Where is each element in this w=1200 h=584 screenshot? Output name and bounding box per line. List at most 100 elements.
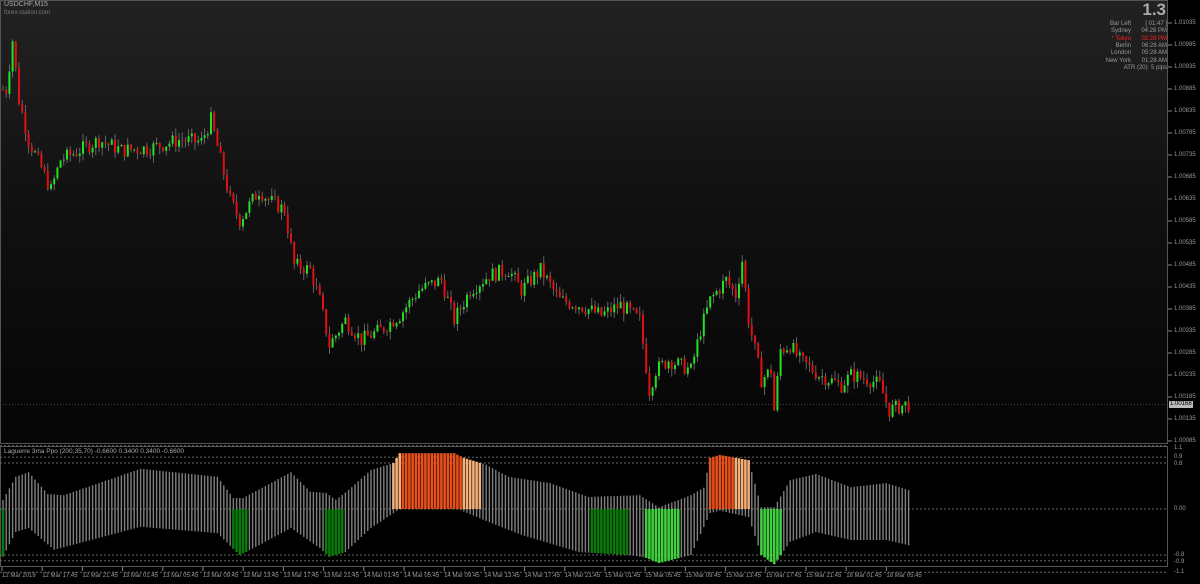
candle bbox=[222, 152, 225, 175]
candle bbox=[114, 139, 116, 153]
candle bbox=[91, 147, 94, 153]
candle bbox=[574, 307, 577, 310]
candle bbox=[808, 362, 811, 365]
candle bbox=[24, 112, 27, 134]
clock-label: London bbox=[1110, 50, 1131, 57]
candle bbox=[722, 280, 724, 294]
candle bbox=[318, 286, 321, 295]
candle bbox=[66, 149, 68, 160]
candle bbox=[552, 281, 555, 290]
candle bbox=[744, 261, 747, 289]
candle bbox=[213, 112, 216, 131]
candle bbox=[382, 327, 385, 332]
candle bbox=[837, 380, 840, 382]
candle bbox=[773, 373, 776, 411]
candle bbox=[94, 138, 97, 148]
candle bbox=[642, 314, 644, 344]
candle bbox=[859, 371, 862, 379]
candle bbox=[242, 218, 244, 227]
candle bbox=[728, 277, 731, 285]
candle bbox=[802, 352, 804, 357]
candle bbox=[357, 333, 360, 339]
candle bbox=[405, 307, 408, 313]
current-price-label: 1.00168 bbox=[1169, 401, 1193, 408]
price-tick-label: 1.00935 bbox=[1174, 63, 1196, 70]
candle bbox=[539, 262, 542, 278]
candle bbox=[248, 201, 251, 213]
candle bbox=[482, 284, 484, 287]
candle bbox=[901, 405, 904, 414]
candle bbox=[11, 41, 14, 72]
candle bbox=[814, 372, 817, 379]
candle bbox=[690, 363, 692, 368]
candle bbox=[891, 404, 894, 417]
candle bbox=[693, 356, 696, 364]
time-tick-label: 14 Mar 05:45 bbox=[404, 573, 440, 579]
candle bbox=[146, 146, 148, 155]
time-tick-label: 12 Mar 2019 bbox=[2, 573, 36, 579]
spread-value: 1.3 bbox=[1142, 0, 1166, 19]
candle bbox=[130, 144, 132, 150]
candle bbox=[475, 292, 478, 294]
time-tick-label: 13 Mar 17:45 bbox=[283, 573, 319, 579]
candle bbox=[107, 143, 110, 145]
candle bbox=[584, 311, 587, 315]
candle bbox=[715, 291, 718, 295]
candle bbox=[344, 317, 347, 324]
candle bbox=[850, 369, 852, 375]
candle bbox=[731, 284, 734, 289]
candle bbox=[725, 277, 728, 281]
candle bbox=[203, 135, 206, 138]
candle bbox=[696, 339, 699, 357]
candle bbox=[155, 142, 158, 144]
candle bbox=[789, 350, 792, 353]
candle bbox=[862, 378, 865, 380]
candle bbox=[43, 167, 46, 171]
candle bbox=[219, 146, 222, 153]
price-tick-label: 1.00485 bbox=[1174, 261, 1196, 268]
candle bbox=[632, 308, 635, 310]
candle bbox=[245, 212, 248, 219]
candle bbox=[747, 288, 750, 326]
clock-label: Sydney bbox=[1110, 28, 1131, 35]
clock-value: 06:28 AM bbox=[1141, 42, 1167, 49]
candle bbox=[523, 282, 526, 296]
candle bbox=[88, 142, 91, 153]
candle bbox=[59, 160, 62, 168]
candle bbox=[8, 71, 11, 94]
candle bbox=[843, 385, 846, 393]
candle bbox=[485, 279, 488, 285]
candle bbox=[149, 154, 152, 156]
candle bbox=[229, 190, 232, 194]
candle bbox=[395, 323, 398, 327]
candle bbox=[158, 142, 161, 148]
candle bbox=[200, 137, 203, 141]
candle bbox=[117, 146, 120, 153]
candle bbox=[834, 378, 836, 381]
clock-label: Bar Left bbox=[1109, 21, 1131, 27]
candle bbox=[798, 352, 801, 356]
candle bbox=[610, 307, 612, 313]
price-tick-label: 1.00235 bbox=[1174, 371, 1196, 378]
candle bbox=[2, 89, 4, 91]
candle bbox=[501, 264, 504, 276]
candle bbox=[875, 376, 878, 382]
candle bbox=[856, 371, 859, 382]
candle bbox=[882, 380, 884, 394]
candle bbox=[238, 214, 241, 227]
candle bbox=[494, 268, 497, 281]
candle bbox=[414, 298, 417, 300]
candle bbox=[651, 387, 654, 396]
candle bbox=[590, 305, 593, 310]
price-chart-panel[interactable] bbox=[0, 0, 1168, 444]
candle bbox=[120, 145, 123, 147]
candle bbox=[821, 376, 824, 378]
candle bbox=[520, 282, 523, 296]
candle bbox=[568, 302, 571, 309]
price-tick-label: 1.00335 bbox=[1174, 327, 1196, 334]
time-tick-label: 12 Mar 21:45 bbox=[82, 573, 118, 579]
candle bbox=[469, 294, 472, 297]
candle bbox=[658, 361, 660, 377]
candle bbox=[818, 377, 820, 379]
price-tick-label: 1.00385 bbox=[1174, 305, 1196, 312]
